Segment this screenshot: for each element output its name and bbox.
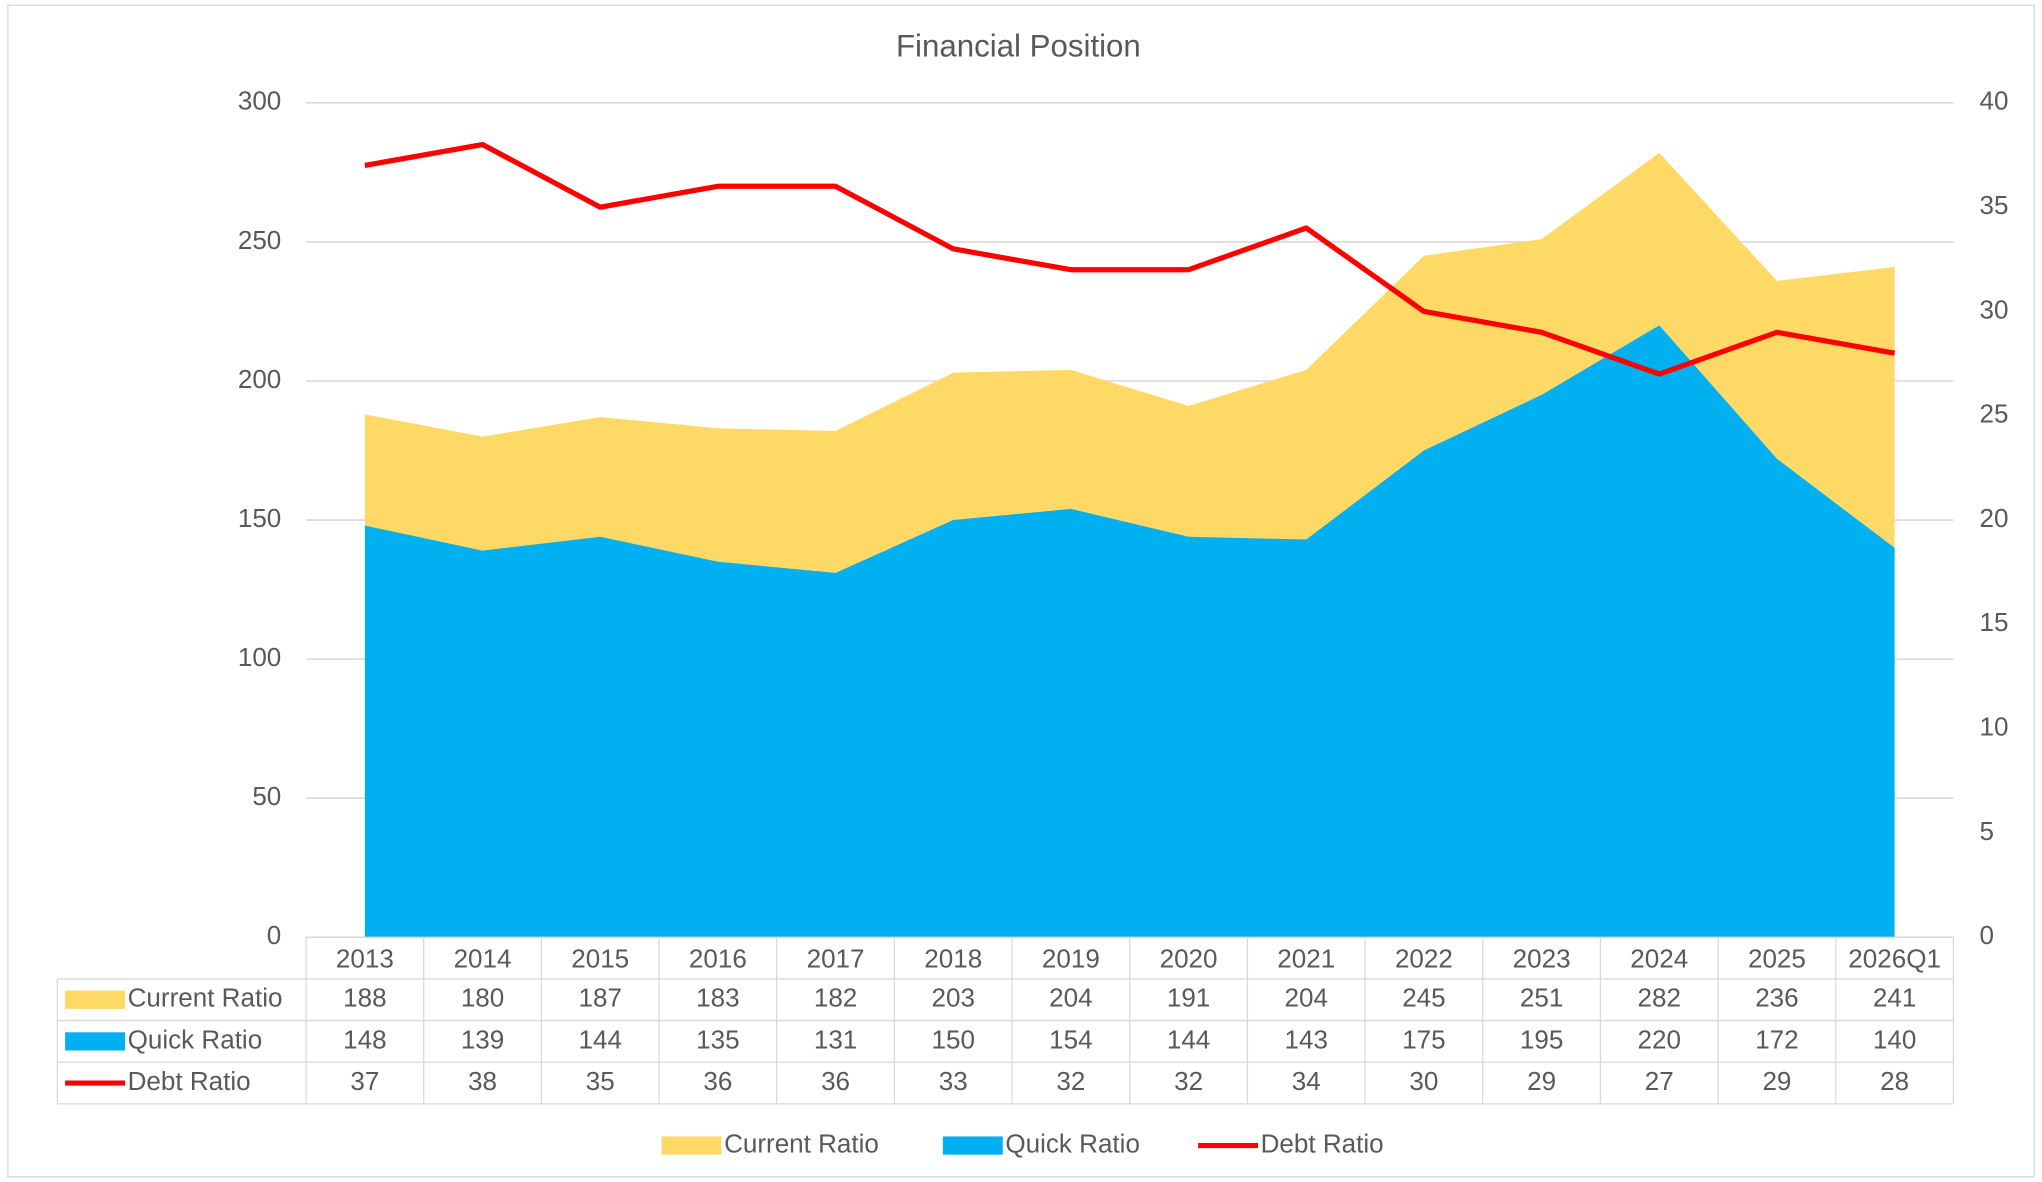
table-value: 32	[1174, 1066, 1203, 1096]
table-series-name: Current Ratio	[128, 983, 283, 1013]
y2-tick-label: 25	[1979, 399, 2008, 429]
table-value: 175	[1402, 1024, 1445, 1054]
legend-key	[65, 990, 126, 1009]
x-tick-label: 2014	[454, 944, 512, 974]
table-value: 131	[814, 1024, 857, 1054]
x-tick-label: 2016	[689, 944, 747, 974]
x-tick-label: 2015	[571, 944, 629, 974]
table-value: 204	[1285, 983, 1328, 1013]
table-value: 191	[1167, 983, 1210, 1013]
x-tick-label: 2019	[1042, 944, 1100, 974]
table-value: 282	[1638, 983, 1681, 1013]
table-value: 187	[578, 983, 621, 1013]
x-tick-label: 2026Q1	[1848, 944, 1941, 974]
table-value: 144	[1167, 1024, 1210, 1054]
table-value: 30	[1409, 1066, 1438, 1096]
table-value: 139	[461, 1024, 504, 1054]
y2-tick-label: 0	[1979, 920, 1993, 950]
y2-tick-label: 35	[1979, 190, 2008, 220]
table-value: 34	[1292, 1066, 1321, 1096]
x-tick-label: 2018	[924, 944, 982, 974]
y-tick-label: 250	[238, 225, 281, 255]
table-series-name: Quick Ratio	[128, 1024, 263, 1054]
debt-line	[364, 141, 1896, 377]
table-value: 204	[1049, 983, 1092, 1013]
table-value: 180	[461, 983, 504, 1013]
x-tick-label: 2013	[336, 944, 394, 974]
table-value: 183	[696, 983, 739, 1013]
table-value: 35	[586, 1066, 615, 1096]
table-value: 36	[821, 1066, 850, 1096]
x-tick-label: 2017	[807, 944, 865, 974]
table-value: 182	[814, 983, 857, 1013]
legend-key	[65, 1032, 126, 1051]
table-value: 245	[1402, 983, 1445, 1013]
table-value: 27	[1645, 1066, 1674, 1096]
y2-tick-label: 10	[1979, 712, 2008, 742]
table-value: 28	[1880, 1066, 1909, 1096]
y2-tick-label: 20	[1979, 503, 2008, 533]
table-value: 135	[696, 1024, 739, 1054]
table-value: 220	[1638, 1024, 1681, 1054]
table-value: 251	[1520, 983, 1563, 1013]
x-tick-label: 2023	[1513, 944, 1571, 974]
table-value: 195	[1520, 1024, 1563, 1054]
y-tick-label: 50	[252, 781, 281, 811]
x-tick-label: 2020	[1160, 944, 1218, 974]
table-value: 33	[939, 1066, 968, 1096]
area	[364, 325, 1895, 938]
table-value: 203	[932, 983, 975, 1013]
y-tick-label: 200	[238, 364, 281, 394]
legend-label: Quick Ratio	[1005, 1128, 1140, 1158]
table-value: 154	[1049, 1024, 1092, 1054]
x-tick-label: 2022	[1395, 944, 1453, 974]
table-value: 29	[1527, 1066, 1556, 1096]
table-value: 236	[1755, 983, 1798, 1013]
legend-label: Current Ratio	[724, 1128, 879, 1158]
legend-key	[942, 1136, 1003, 1155]
table-value: 150	[932, 1024, 975, 1054]
table-value: 143	[1285, 1024, 1328, 1054]
table-value: 37	[350, 1066, 379, 1096]
y2-tick-label: 40	[1979, 86, 2008, 116]
table-series-name: Debt Ratio	[128, 1066, 251, 1096]
table-value: 38	[468, 1066, 497, 1096]
y-tick-label: 300	[238, 86, 281, 116]
x-tick-label: 2024	[1630, 944, 1688, 974]
y2-tick-label: 15	[1979, 607, 2008, 637]
table-value: 36	[703, 1066, 732, 1096]
legend-label: Debt Ratio	[1261, 1128, 1384, 1158]
y2-tick-label: 30	[1979, 294, 2008, 324]
x-tick-label: 2021	[1277, 944, 1335, 974]
table-value: 148	[343, 1024, 386, 1054]
y2-tick-label: 5	[1979, 816, 1993, 846]
table-value: 29	[1762, 1066, 1791, 1096]
table-value: 140	[1873, 1024, 1916, 1054]
table-value: 188	[343, 983, 386, 1013]
table-value: 32	[1056, 1066, 1085, 1096]
x-tick-label: 2025	[1748, 944, 1806, 974]
legend-key	[661, 1136, 722, 1155]
y-tick-label: 0	[267, 920, 281, 950]
chart-title: Financial Position	[896, 28, 1141, 63]
table-value: 241	[1873, 983, 1916, 1013]
y-tick-label: 150	[238, 503, 281, 533]
table-value: 144	[578, 1024, 621, 1054]
table-value: 172	[1755, 1024, 1798, 1054]
y-tick-label: 100	[238, 642, 281, 672]
